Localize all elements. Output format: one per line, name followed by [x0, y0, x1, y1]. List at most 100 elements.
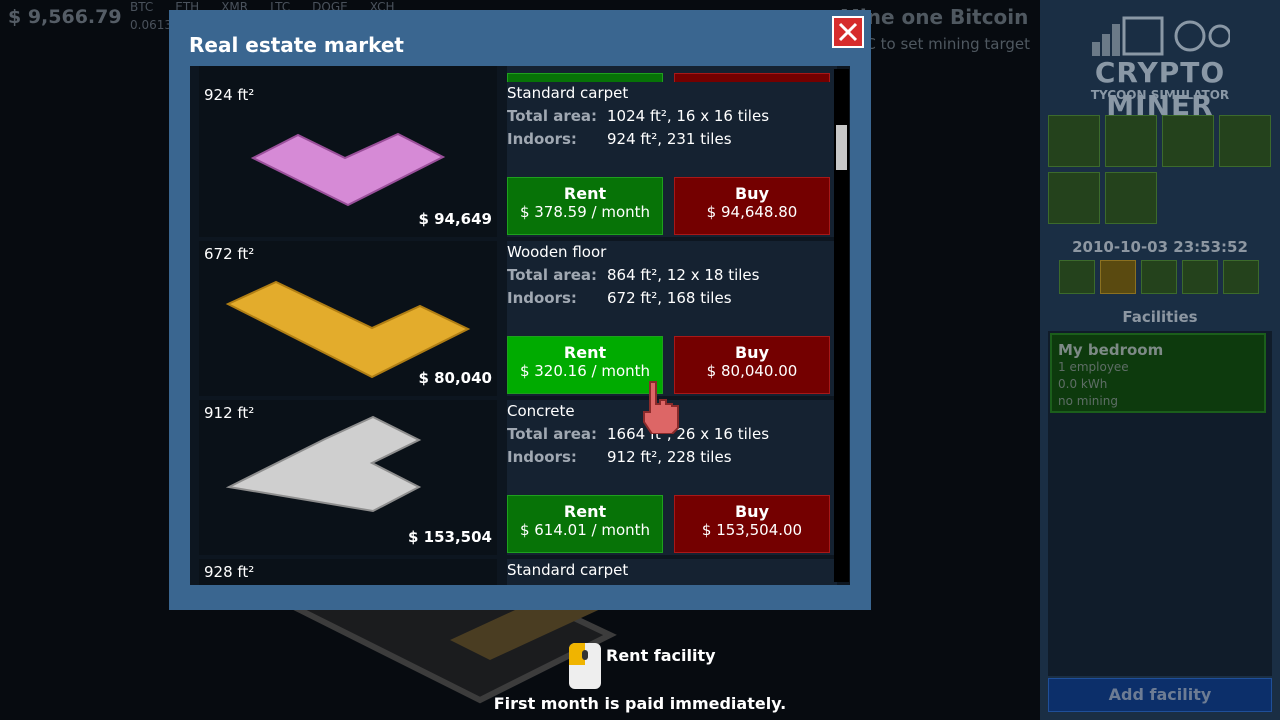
indoors-label: Indoors: — [507, 289, 577, 307]
scrollbar[interactable] — [834, 69, 849, 582]
buy-button[interactable]: Buy $ 94,648.80 — [674, 177, 830, 235]
listing-image: 912 ft² $ 153,504 — [199, 400, 497, 555]
listing-size: 924 ft² — [204, 86, 255, 104]
shop-button[interactable] — [1048, 115, 1100, 167]
listing-price: $ 80,040 — [418, 369, 492, 387]
listing-info: Standard carpet — [507, 559, 837, 585]
listing-image: 672 ft² $ 80,040 — [199, 241, 497, 396]
buy-price: $ 94,648.80 — [706, 203, 798, 221]
total-area-row: Total area: 1664 ft², 26 x 16 tiles — [507, 423, 769, 446]
speed-2-button[interactable] — [1141, 260, 1177, 294]
mouse-icon — [569, 643, 601, 689]
facilities-heading: Facilities — [1122, 308, 1198, 326]
listing-image: 928 ft² — [199, 559, 497, 585]
logo-icons — [1092, 16, 1230, 56]
indoors-row: Indoors: 924 ft², 231 tiles — [507, 128, 732, 151]
dialog-title: Real estate market — [189, 33, 404, 57]
listing-info: Wooden floor Total area: 864 ft², 12 x 18 … — [507, 241, 837, 396]
indoors-row: Indoors: 672 ft², 168 tiles — [507, 287, 732, 310]
datetime: 2010-10-03 23:53:52 — [1072, 238, 1248, 256]
total-area-row: Total area: 864 ft², 12 x 18 tiles — [507, 264, 759, 287]
rent-button[interactable]: Rent $ 320.16 / month — [507, 336, 663, 394]
facility-name: My bedroom — [1058, 341, 1164, 359]
coin-tab[interactable]: BTC — [130, 0, 154, 14]
speed-4-button[interactable] — [1223, 260, 1259, 294]
listing-info: Concrete Total area: 1664 ft², 26 x 16 til… — [507, 400, 837, 555]
floor-type: Wooden floor — [507, 243, 607, 261]
listing: 928 ft² Standard carpet — [190, 559, 837, 585]
indoors-value: 672 ft², 168 tiles — [607, 289, 732, 307]
floor-shape — [225, 415, 422, 513]
stats-button[interactable] — [1162, 115, 1214, 167]
buy-label: Buy — [734, 343, 769, 362]
buy-price: $ 80,040.00 — [706, 362, 798, 380]
play-button[interactable] — [1100, 260, 1136, 294]
add-facility-button[interactable]: Add facility — [1048, 678, 1272, 712]
total-area-label: Total area: — [507, 266, 598, 284]
buy-button[interactable]: Buy $ 153,504.00 — [674, 495, 830, 553]
logo-subtitle: TYCOON SIMULATOR — [1090, 88, 1230, 102]
indoors-label: Indoors: — [507, 130, 577, 148]
speed-3-button[interactable] — [1182, 260, 1218, 294]
close-icon — [838, 22, 858, 42]
indoors-row: Indoors: 912 ft², 228 tiles — [507, 446, 732, 469]
floor-preview — [225, 415, 422, 513]
facility-card[interactable]: My bedroom 1 employee 0.0 kWh no mining — [1050, 333, 1266, 413]
rent-button[interactable]: Rent $ 378.59 / month — [507, 177, 663, 235]
floor-type: Standard carpet — [507, 84, 629, 102]
target-title: Mine one Bitcoin — [840, 5, 1029, 29]
listing: 672 ft² $ 80,040 Wooden floor Total area: 86… — [190, 241, 837, 396]
rent-price: $ 378.59 / month — [519, 203, 651, 221]
pause-button[interactable] — [1059, 260, 1095, 294]
floor-preview — [225, 280, 471, 379]
facility-mining: no mining — [1058, 394, 1118, 408]
staff-button[interactable] — [1048, 172, 1100, 224]
listing-scroll: 924 ft² $ 94,649 Standard carpet Total area… — [190, 66, 850, 585]
tooltip-note: First month is paid immediately. — [493, 694, 787, 713]
hand-cursor — [643, 381, 679, 434]
buy-label: Buy — [734, 184, 769, 203]
listing: 924 ft² $ 94,649 Standard carpet Total area… — [190, 82, 837, 237]
total-area-label: Total area: — [507, 107, 598, 125]
phone-button[interactable] — [1219, 115, 1271, 167]
settings-button[interactable] — [1105, 172, 1157, 224]
facility-employees: 1 employee — [1058, 360, 1129, 374]
buy-label: Buy — [734, 502, 769, 521]
indoors-value: 912 ft², 228 tiles — [607, 448, 732, 466]
rent-label: Rent — [563, 184, 607, 203]
floor-preview — [250, 132, 446, 207]
balance: $ 9,566.79 — [8, 6, 122, 28]
listing-size: 912 ft² — [204, 404, 255, 422]
indoors-label: Indoors: — [507, 448, 577, 466]
rent-button[interactable]: Rent $ 614.01 / month — [507, 495, 663, 553]
floor-type: Concrete — [507, 402, 575, 420]
real-estate-button[interactable] — [1105, 115, 1157, 167]
close-button[interactable] — [832, 16, 864, 48]
target-hint: C to set mining target — [865, 35, 1030, 53]
total-area-row: Total area: 1024 ft², 16 x 16 tiles — [507, 105, 769, 128]
listing-image: 924 ft² $ 94,649 — [199, 82, 497, 237]
listing-info: Standard carpet Total area: 1024 ft², 16 x… — [507, 82, 837, 237]
rent-label: Rent — [563, 343, 607, 362]
buy-price: $ 153,504.00 — [701, 521, 803, 539]
scroll-thumb[interactable] — [836, 125, 847, 170]
rent-price: $ 614.01 / month — [519, 521, 651, 539]
facility-power: 0.0 kWh — [1058, 377, 1108, 391]
listing: 912 ft² $ 153,504 Concrete Total area: 1664 … — [190, 400, 837, 555]
listing-size: 672 ft² — [204, 245, 255, 263]
sidebar: CRYPTO MINER TYCOON SIMULATOR 2010-10-03… — [1040, 0, 1280, 720]
facility-list: My bedroom 1 employee 0.0 kWh no mining — [1048, 331, 1272, 676]
total-area-value: 1024 ft², 16 x 16 tiles — [607, 107, 770, 125]
listing-size: 928 ft² — [204, 563, 255, 581]
coin-amount: 0.0613 — [130, 18, 172, 32]
indoors-value: 924 ft², 231 tiles — [607, 130, 732, 148]
listing-price: $ 94,649 — [418, 210, 492, 228]
buy-button[interactable]: Buy $ 80,040.00 — [674, 336, 830, 394]
listing-price: $ 153,504 — [408, 528, 492, 546]
total-area-value: 1664 ft², 26 x 16 tiles — [607, 425, 770, 443]
tooltip-action: Rent facility — [606, 646, 716, 665]
rent-label: Rent — [563, 502, 607, 521]
floor-type: Standard carpet — [507, 561, 629, 579]
rent-price: $ 320.16 / month — [519, 362, 651, 380]
